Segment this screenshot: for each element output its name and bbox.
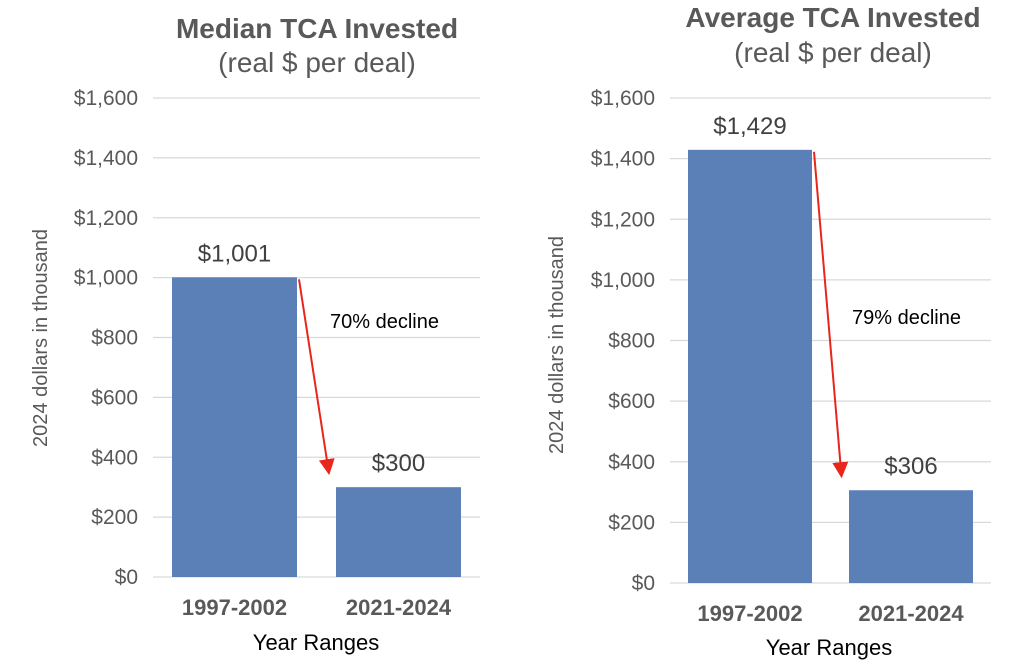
y-tick-label: $1,400	[74, 147, 138, 170]
decline-annotation: 79% decline	[852, 307, 961, 329]
y-tick-label: $0	[632, 572, 655, 595]
data-label: $306	[884, 453, 937, 480]
decline-arrow	[813, 151, 849, 479]
chart-subtitle: (real $ per deal)	[734, 37, 932, 68]
y-tick-label: $1,600	[74, 87, 138, 110]
y-tick-label: $1,000	[591, 269, 655, 292]
y-tick-label: $600	[608, 390, 655, 413]
y-tick-label: $0	[115, 566, 138, 589]
category-label: 2021-2024	[858, 601, 964, 626]
median-tca-chart: Median TCA Invested (real $ per deal) 20…	[30, 13, 480, 655]
y-tick-label: $1,000	[74, 267, 138, 290]
y-tick-label: $200	[608, 511, 655, 534]
x-axis-label: Year Ranges	[253, 630, 379, 655]
y-axis-label: 2024 dollars in thousand	[30, 229, 52, 447]
y-tick-label: $1,200	[74, 207, 138, 230]
chart-title: Median TCA Invested	[176, 13, 458, 44]
decline-arrow	[298, 279, 335, 476]
y-axis-label: 2024 dollars in thousand	[546, 236, 568, 454]
y-tick-label: $400	[91, 446, 138, 469]
y-tick-label: $600	[91, 386, 138, 409]
category-label: 1997-2002	[697, 601, 802, 626]
data-label: $1,001	[198, 240, 271, 267]
y-tick-label: $400	[608, 451, 655, 474]
category-label: 1997-2002	[182, 595, 287, 620]
y-tick-label: $1,400	[591, 148, 655, 171]
decline-annotation: 70% decline	[330, 311, 439, 333]
y-tick-label: $200	[91, 506, 138, 529]
y-tick-label: $1,600	[591, 87, 655, 110]
chart-title: Average TCA Invested	[685, 2, 980, 33]
y-tick-labels: $0 $200 $400 $600 $800 $1,000 $1,200 $1,400 $1,6…	[591, 87, 655, 595]
x-tick-labels: 1997-2002 2021-2024	[182, 595, 452, 620]
data-label: $300	[372, 450, 425, 477]
data-label: $1,429	[713, 113, 786, 140]
bar-1997-2002	[172, 277, 297, 577]
bar-2021-2024	[849, 490, 973, 583]
y-tick-labels: $0 $200 $400 $600 $800 $1,000 $1,200 $1,400 $1,6…	[74, 87, 138, 589]
data-labels: $1,001 $300	[198, 240, 425, 477]
bars	[688, 149, 973, 583]
bar-2021-2024	[336, 487, 461, 577]
average-tca-chart: Average TCA Invested (real $ per deal) 2…	[546, 2, 991, 660]
category-label: 2021-2024	[346, 595, 452, 620]
x-axis-label: Year Ranges	[766, 635, 892, 660]
y-tick-label: $1,200	[591, 208, 655, 231]
data-labels: $1,429 $306	[713, 113, 937, 480]
y-tick-label: $800	[91, 327, 138, 350]
bar-1997-2002	[688, 149, 812, 583]
x-tick-labels: 1997-2002 2021-2024	[697, 601, 964, 626]
bars	[172, 277, 461, 577]
chart-subtitle: (real $ per deal)	[218, 47, 416, 78]
y-tick-label: $800	[608, 330, 655, 353]
